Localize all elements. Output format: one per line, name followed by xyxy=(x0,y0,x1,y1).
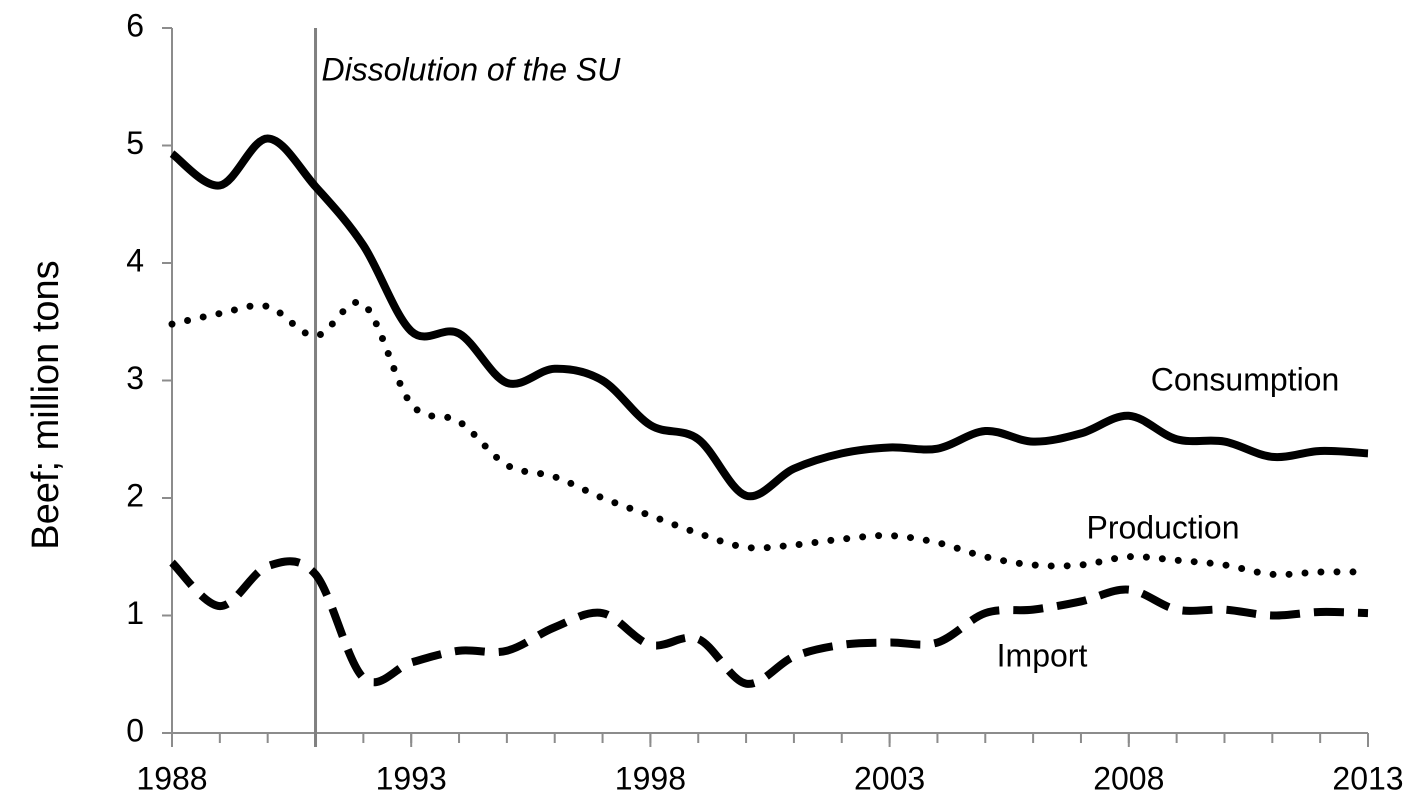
series-label: Consumption xyxy=(1151,361,1340,397)
series-label: Production xyxy=(1087,509,1240,545)
y-tick-label: 6 xyxy=(126,7,144,43)
x-tick-label: 2013 xyxy=(1332,760,1403,796)
x-tick-label: 1993 xyxy=(376,760,447,796)
annotation-text: Dissolution of the SU xyxy=(322,51,622,87)
series-line xyxy=(169,134,1369,501)
x-tick-label: 2008 xyxy=(1093,760,1164,796)
x-tick-label: 2003 xyxy=(854,760,925,796)
y-tick-label: 2 xyxy=(126,477,144,513)
series-line xyxy=(169,557,1369,688)
y-tick-label: 5 xyxy=(126,125,144,161)
x-tick-label: 1988 xyxy=(136,760,207,796)
y-tick-label: 0 xyxy=(126,712,144,748)
x-tick-label: 1998 xyxy=(615,760,686,796)
y-axis-label: Beef; million tons xyxy=(25,260,67,549)
y-tick-label: 1 xyxy=(126,595,144,631)
y-tick-label: 3 xyxy=(126,360,144,396)
series-line xyxy=(168,298,1372,579)
series-label: Import xyxy=(997,637,1088,673)
y-tick-label: 4 xyxy=(126,242,144,278)
